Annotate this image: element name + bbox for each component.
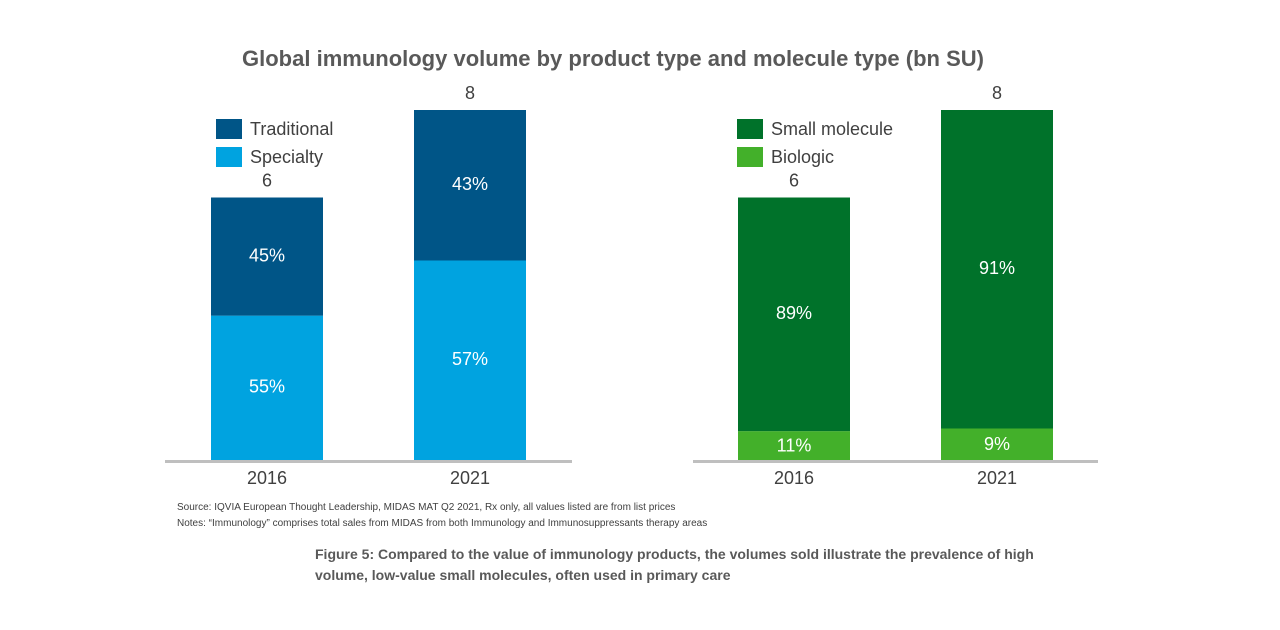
chart-title: Global immunology volume by product type… — [242, 46, 984, 71]
data-label: 9% — [984, 434, 1010, 454]
data-label: 57% — [452, 349, 488, 369]
data-label: 89% — [776, 303, 812, 323]
bar-segment — [414, 260, 526, 460]
data-label: 43% — [452, 174, 488, 194]
legend-label: Small molecule — [771, 118, 894, 139]
x-tick-label: 2016 — [774, 468, 814, 488]
legend-swatch — [737, 147, 763, 167]
x-tick-label: 2021 — [977, 468, 1017, 488]
legend-swatch — [216, 119, 242, 139]
figure-caption: Figure 5: Compared to the value of immun… — [315, 546, 1034, 583]
legend-item: Specialty — [216, 143, 333, 171]
source-line: Source: IQVIA European Thought Leadershi… — [177, 502, 676, 513]
data-label: 55% — [249, 377, 285, 397]
bar-segment — [738, 197, 850, 432]
bar-segment — [211, 197, 323, 316]
legend-item: Traditional — [216, 115, 333, 143]
legend-label: Specialty — [250, 146, 324, 167]
x-tick-label: 2021 — [450, 468, 490, 488]
legend-swatch — [737, 119, 763, 139]
legend-left: Traditional Specialty — [216, 115, 333, 171]
bar-segment — [941, 110, 1053, 429]
total-label: 6 — [789, 170, 799, 190]
legend-item: Small molecule — [737, 115, 893, 143]
total-label: 8 — [465, 83, 475, 103]
data-label: 91% — [979, 258, 1015, 278]
legend-label: Traditional — [250, 118, 334, 139]
source-notes: Source: IQVIA European Thought Leadershi… — [177, 500, 707, 532]
legend-label: Biologic — [771, 146, 835, 167]
legend-right: Small molecule Biologic — [737, 115, 893, 171]
x-tick-label: 2016 — [247, 468, 287, 488]
data-label: 45% — [249, 245, 285, 265]
total-label: 6 — [262, 170, 272, 190]
bar-segment — [211, 315, 323, 460]
data-label: 11% — [777, 435, 812, 455]
bar-segment — [414, 110, 526, 261]
total-label: 8 — [992, 83, 1002, 103]
legend-swatch — [216, 147, 242, 167]
bar-segment — [941, 428, 1053, 460]
notes-line: Notes: “Immunology” comprises total sale… — [177, 518, 708, 529]
bar-segment — [738, 431, 850, 460]
legend-item: Biologic — [737, 143, 893, 171]
